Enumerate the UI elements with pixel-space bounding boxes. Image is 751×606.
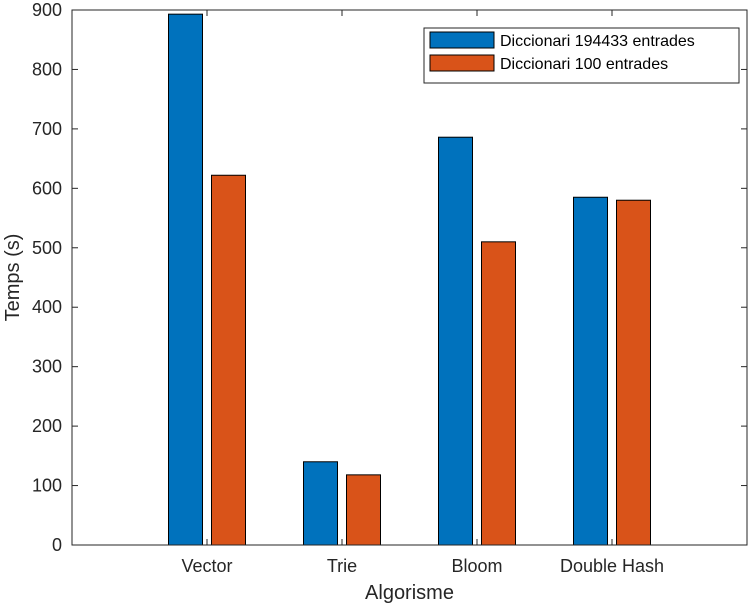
y-tick-label: 800: [32, 59, 62, 79]
x-tick-label: Double Hash: [560, 556, 664, 576]
legend-swatch-series-2: [429, 54, 495, 72]
bar-double-hash-series-2: [616, 199, 651, 546]
y-tick-label: 900: [32, 0, 62, 20]
bar-vector-series-2: [211, 174, 246, 546]
y-tick-label: 600: [32, 178, 62, 198]
legend-label-series-1: Diccionari 194433 entrades: [500, 33, 695, 50]
bar-trie-series-2: [346, 474, 381, 546]
y-tick-label: 100: [32, 476, 62, 496]
x-tick-label: Bloom: [451, 556, 502, 576]
bar-trie-series-1: [303, 461, 338, 546]
legend-label-series-2: Diccionari 100 entrades: [500, 56, 668, 73]
bar-vector-series-1: [168, 13, 203, 546]
y-tick-label: 0: [52, 535, 62, 555]
axes-box: [71, 9, 748, 546]
y-tick-label: 500: [32, 238, 62, 258]
y-axis-title: Temps (s): [2, 234, 24, 322]
bar-bloom-series-1: [438, 136, 473, 546]
y-tick-label: 200: [32, 416, 62, 436]
x-tick-label: Trie: [327, 556, 357, 576]
x-tick-label: Vector: [181, 556, 232, 576]
y-tick-label: 300: [32, 357, 62, 377]
y-tick-label: 700: [32, 119, 62, 139]
bar-double-hash-series-1: [573, 196, 608, 546]
y-tick-label: 400: [32, 297, 62, 317]
x-axis-title: Algorisme: [365, 582, 454, 604]
bar-bloom-series-2: [481, 241, 516, 546]
legend-swatch-series-1: [429, 31, 495, 49]
